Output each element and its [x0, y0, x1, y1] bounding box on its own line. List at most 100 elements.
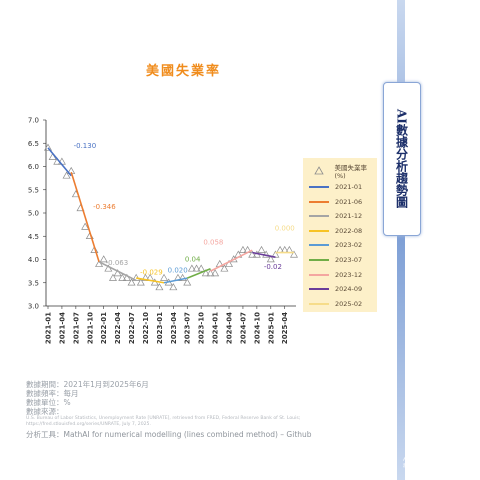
note-source-line1: U.S. Bureau of Labor Statistics, Unemplo…	[26, 416, 301, 421]
data-point-triangle	[192, 264, 201, 272]
data-point-triangle	[62, 171, 71, 179]
watermark-line1: AI數據分析	[403, 458, 426, 463]
segment-slope-label: -0.02	[264, 263, 282, 271]
data-point-triangle	[285, 245, 294, 253]
data-point-triangle	[141, 273, 150, 281]
data-point-triangle	[183, 278, 192, 286]
side-title: AI數據分析趨勢圖	[394, 108, 409, 208]
y-tick-label: 6.0	[28, 163, 39, 171]
data-point-triangle	[81, 222, 90, 230]
chart-legend: 美國失業率(%) 2021-01 2021-06 2021-12 2022-08 202…	[303, 158, 377, 312]
data-point-triangle	[248, 250, 257, 258]
chart-ticks: 3.0 3.5 4.0 4.5 5.0 5.5 6.0 6.5 7.0 2021-01 2021-0…	[28, 117, 289, 345]
legend-item: 2023-12	[309, 268, 362, 282]
legend-swatch	[309, 302, 329, 305]
legend-item: 2025-02	[309, 297, 362, 311]
x-tick-label: 2023-07	[184, 312, 192, 344]
data-point-triangle	[289, 250, 299, 258]
legend-label: 2022-08	[335, 226, 363, 235]
legend-label: 2021-01	[335, 183, 363, 191]
x-tick-label: 2023-04	[170, 312, 178, 344]
data-point-triangle	[155, 283, 164, 291]
legend-swatch	[309, 288, 329, 291]
trend-segment	[70, 171, 100, 263]
data-point-triangle	[197, 264, 206, 272]
legend-label: 2025-02	[335, 299, 363, 308]
data-point-triangle	[118, 273, 127, 281]
data-point-triangle	[43, 143, 53, 151]
legend-swatch	[309, 273, 329, 276]
legend-swatch	[309, 215, 329, 218]
trend-segment	[136, 277, 165, 284]
x-tick-label: 2022-01	[100, 312, 108, 344]
x-tick-label: 2024-07	[239, 312, 247, 344]
x-tick-label: 2021-01	[45, 312, 53, 344]
triangle-marker-icon	[314, 166, 324, 175]
x-tick-label: 2024-04	[226, 312, 234, 344]
legend-item: 2021-01	[309, 180, 362, 194]
trend-segment	[186, 268, 211, 279]
y-tick-label: 7.0	[28, 117, 39, 125]
chart-title: 美國失業率	[146, 64, 222, 79]
legend-label: 2023-12	[335, 270, 363, 279]
data-point-triangle	[201, 269, 210, 277]
legend-item: 2023-07	[309, 253, 362, 267]
trend-segment	[252, 251, 276, 258]
segment-slope-label: -0.029	[140, 268, 163, 276]
note-source-label: 數據來源：	[26, 407, 64, 416]
chart-notes: 數據期間：2021年1月到2025年6月 數據頻率：每月 數據單位：% 數據來源…	[26, 380, 312, 439]
x-tick-label: 2025-04	[281, 312, 289, 344]
data-point-triangle	[160, 273, 169, 281]
note-tool: 分析工具：MathAI for numerical modelling (lin…	[26, 430, 312, 440]
data-point-triangle	[220, 264, 229, 272]
data-point-triangle	[257, 245, 266, 253]
legend-marker-label: 美國失業率(%)	[334, 164, 367, 180]
y-tick-label: 5.5	[28, 186, 39, 194]
x-tick-label: 2021-10	[86, 312, 94, 344]
trend-segment	[210, 249, 253, 272]
data-point-triangle	[132, 273, 141, 281]
legend-label: 2021-06	[335, 197, 363, 206]
legend-swatch	[309, 229, 329, 232]
decorative-band	[397, 0, 405, 480]
note-period: 數據期間：2021年1月到2025年6月	[26, 380, 149, 389]
y-tick-label: 5.0	[28, 210, 39, 218]
legend-item: 2023-02	[309, 238, 362, 252]
segment-slope-label: -0.063	[106, 259, 129, 267]
segment-slope-label: 0.020	[168, 266, 188, 274]
x-tick-label: 2022-10	[142, 312, 150, 344]
data-point-triangle	[280, 245, 289, 253]
trend-segment	[47, 147, 72, 177]
legend-item-marker: 美國失業率(%)	[309, 164, 377, 180]
legend-label: 2023-07	[335, 256, 363, 264]
watermark-line2: 趨勢圖	[403, 464, 417, 469]
data-point-triangle	[90, 245, 99, 253]
trend-segment	[163, 277, 188, 284]
segment-slope-label: -0.130	[74, 142, 97, 150]
data-point-triangle	[136, 278, 145, 286]
trend-segment	[98, 261, 137, 282]
y-tick-label: 4.0	[28, 256, 39, 264]
chart-points	[43, 143, 299, 291]
y-tick-label: 3.0	[28, 303, 39, 311]
x-tick-label: 2021-04	[58, 312, 66, 344]
data-point-triangle	[169, 283, 178, 291]
data-point-triangle	[108, 273, 117, 281]
data-point-triangle	[276, 245, 285, 253]
x-tick-label: 2022-07	[128, 312, 136, 344]
segment-slope-label: 0.058	[203, 239, 223, 247]
data-point-triangle	[271, 250, 280, 258]
data-point-triangle	[99, 255, 108, 263]
data-point-triangle	[187, 264, 196, 272]
x-tick-label: 2024-10	[253, 312, 261, 344]
legend-swatch	[309, 200, 329, 203]
legend-item: 2021-12	[309, 209, 362, 223]
legend-swatch	[309, 259, 329, 261]
data-point-triangle	[238, 245, 247, 253]
segment-slope-label: 0.000	[275, 225, 295, 233]
watermark: AI數據分析 趨勢圖	[403, 458, 425, 470]
x-tick-label: 2025-01	[267, 312, 275, 344]
segment-slope-label: 0.04	[185, 255, 201, 263]
x-tick-label: 2024-01	[212, 312, 220, 344]
